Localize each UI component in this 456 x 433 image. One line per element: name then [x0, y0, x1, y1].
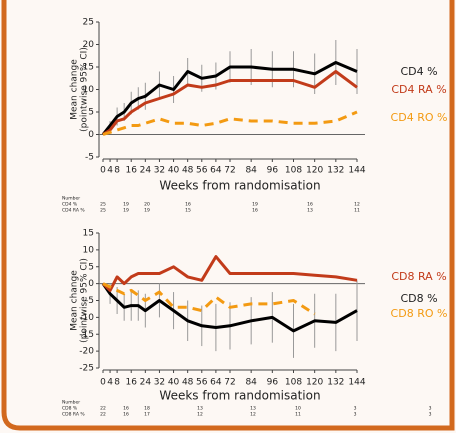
y-axis-title: Mean change — [70, 59, 80, 120]
y-tick-label: -5 — [85, 153, 94, 163]
risk-count: 19 — [123, 208, 129, 214]
x-tick-label: 144 — [348, 166, 365, 176]
x-tick-label: 108 — [285, 378, 302, 388]
risk-count: 10 — [295, 406, 301, 412]
legend-label: CD8 RO % — [391, 307, 448, 320]
y-axis-title: Mean change — [70, 270, 80, 331]
risk-count: 16 — [123, 412, 129, 418]
risk-count: 13 — [197, 406, 203, 412]
risk-table-label: Number — [62, 400, 80, 406]
x-tick-label: 0 — [100, 378, 106, 388]
x-tick-label: 0 — [100, 166, 106, 176]
risk-count: 19 — [144, 208, 150, 214]
x-tick-label: 56 — [196, 378, 208, 388]
risk-count: 11 — [295, 412, 301, 418]
x-tick-label: 8 — [114, 378, 120, 388]
risk-count: 19 — [252, 202, 258, 208]
legend-label: CD4 % — [400, 65, 437, 78]
risk-count: 11 — [354, 208, 360, 214]
x-tick-label: 72 — [224, 166, 235, 176]
risk-row-name: CD8 RA % — [62, 412, 85, 418]
legend-label: CD4 RA % — [391, 83, 446, 96]
risk-count: 12 — [250, 412, 256, 418]
x-tick-label: 40 — [168, 166, 180, 176]
risk-row-name: CD4 RA % — [62, 208, 85, 214]
x-tick-label: 144 — [348, 378, 365, 388]
x-tick-label: 40 — [168, 378, 180, 388]
risk-count: 19 — [123, 202, 129, 208]
x-tick-label: 96 — [267, 166, 279, 176]
x-tick-label: 64 — [210, 378, 222, 388]
x-tick-label: 32 — [154, 166, 165, 176]
y-axis-title: (pointwise 95% CI) — [80, 258, 90, 343]
x-tick-label: 84 — [245, 166, 257, 176]
y-tick-label: -25 — [79, 364, 94, 374]
legend-label: CD8 RA % — [391, 270, 446, 283]
risk-count: 3 — [354, 412, 357, 418]
risk-count: 3 — [429, 406, 432, 412]
x-axis-title: Weeks from randomisation — [159, 389, 320, 403]
risk-count: 16 — [123, 406, 129, 412]
x-tick-label: 24 — [140, 166, 152, 176]
x-tick-label: 132 — [327, 166, 344, 176]
risk-count: 22 — [100, 412, 106, 418]
risk-count: 3 — [429, 412, 432, 418]
x-tick-label: 4 — [107, 378, 113, 388]
risk-count: 16 — [307, 202, 313, 208]
y-tick-label: 15 — [83, 229, 94, 239]
background — [0, 0, 456, 433]
risk-count: 20 — [144, 202, 150, 208]
risk-count: 16 — [252, 208, 258, 214]
x-tick-label: 48 — [182, 378, 194, 388]
risk-count: 25 — [100, 208, 106, 214]
x-tick-label: 120 — [306, 166, 323, 176]
risk-count: 15 — [185, 208, 191, 214]
x-tick-label: 120 — [306, 378, 323, 388]
x-tick-label: 56 — [196, 166, 208, 176]
risk-count: 12 — [354, 202, 360, 208]
x-tick-label: 72 — [224, 378, 235, 388]
y-tick-label: 25 — [83, 18, 94, 28]
x-tick-label: 132 — [327, 378, 344, 388]
x-tick-label: 4 — [107, 166, 113, 176]
risk-table-label: Number — [62, 196, 80, 202]
x-tick-label: 16 — [125, 166, 137, 176]
x-tick-label: 96 — [267, 378, 279, 388]
x-tick-label: 16 — [125, 378, 137, 388]
risk-count: 25 — [100, 202, 106, 208]
x-tick-label: 24 — [140, 378, 152, 388]
x-axis-title: Weeks from randomisation — [159, 179, 320, 193]
legend-label: CD8 % — [400, 292, 437, 305]
risk-count: 22 — [100, 406, 106, 412]
x-tick-label: 32 — [154, 378, 165, 388]
y-tick-label: 10 — [83, 245, 95, 255]
legend-label: CD4 RO % — [391, 111, 448, 124]
x-tick-label: 48 — [182, 166, 194, 176]
risk-count: 12 — [197, 412, 203, 418]
risk-count: 18 — [144, 406, 150, 412]
y-tick-label: -20 — [79, 347, 94, 357]
risk-count: 17 — [144, 412, 150, 418]
risk-count: 13 — [307, 208, 313, 214]
risk-row-name: CD4 % — [62, 202, 78, 208]
x-tick-label: 8 — [114, 166, 120, 176]
risk-count: 3 — [354, 406, 357, 412]
risk-count: 16 — [185, 202, 191, 208]
x-tick-label: 64 — [210, 166, 222, 176]
chart: -505101520250481624324048566472849610812… — [0, 0, 456, 433]
risk-count: 13 — [250, 406, 256, 412]
x-tick-label: 108 — [285, 166, 302, 176]
y-axis-title: (pointwise 95% CI) — [80, 47, 90, 132]
risk-row-name: CD8 % — [62, 406, 78, 412]
x-tick-label: 84 — [245, 378, 257, 388]
